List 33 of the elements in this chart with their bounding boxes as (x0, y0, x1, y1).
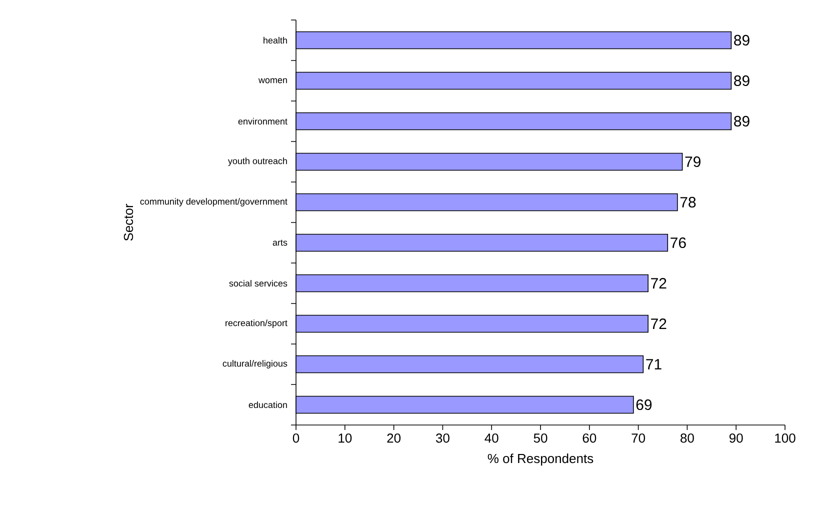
x-tick-label: 10 (338, 434, 352, 443)
x-tick-label: 100 (775, 434, 796, 443)
y-axis-title: Sector (124, 204, 134, 241)
x-tick-label: 60 (582, 434, 596, 443)
y-tick-label: cultural/religious (222, 360, 288, 368)
y-tick-label: social services (229, 280, 288, 287)
x-tick-label: 50 (534, 434, 548, 443)
data-label: 72 (651, 278, 666, 288)
x-tick-label: 80 (680, 434, 694, 443)
data-label: 71 (646, 359, 662, 370)
data-label: 72 (651, 318, 666, 329)
x-axis-title: % of Respondents (488, 454, 594, 466)
y-tick-label: women (258, 78, 287, 84)
data-label: 79 (685, 156, 700, 168)
x-tick-label: 90 (729, 434, 743, 443)
y-tick-label: health (264, 36, 287, 44)
y-tick-label: education (248, 401, 287, 408)
x-tick-label: 0 (292, 434, 300, 443)
data-label: 69 (636, 399, 652, 410)
y-tick-label: community development/government (140, 198, 288, 206)
x-tick-label: 70 (632, 434, 646, 443)
data-label: 89 (734, 116, 750, 127)
data-label: 78 (680, 196, 696, 208)
x-tick-label: 40 (484, 434, 498, 443)
x-tick-label: 30 (436, 434, 450, 443)
data-label: 89 (734, 75, 750, 86)
data-label: 76 (670, 237, 686, 248)
x-tick-label: 20 (387, 434, 401, 443)
data-label: 89 (734, 34, 750, 46)
y-tick-label: arts (272, 240, 288, 246)
y-tick-label: recreation/sport (226, 320, 288, 328)
y-tick-label: youth outreach (228, 158, 287, 166)
y-tick-label: environment (238, 118, 288, 125)
